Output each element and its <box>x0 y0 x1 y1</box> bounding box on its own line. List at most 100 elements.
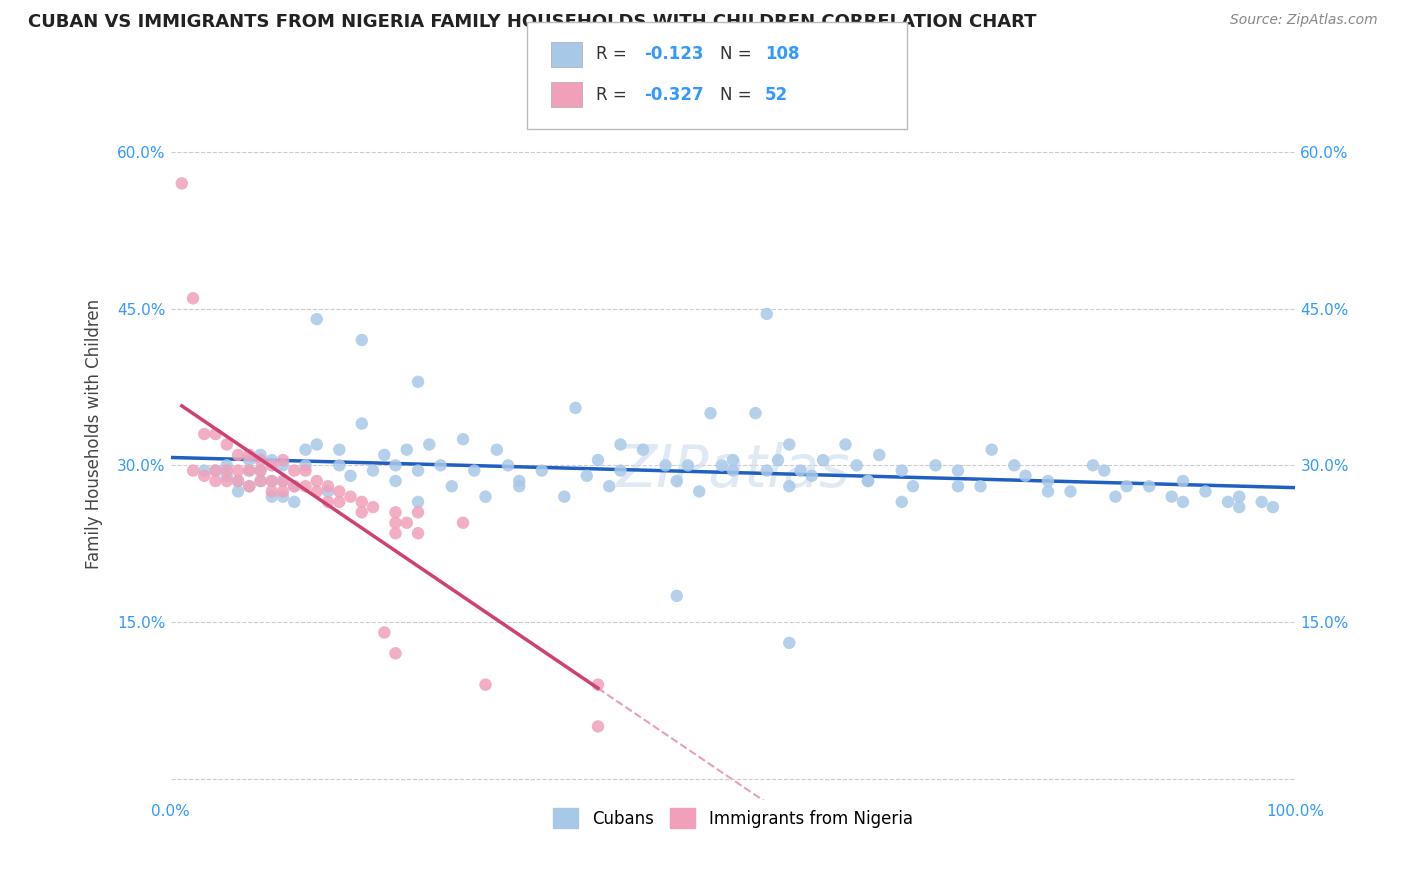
Point <box>890 464 912 478</box>
Point <box>721 464 744 478</box>
Text: 52: 52 <box>765 86 787 103</box>
Point <box>676 458 699 473</box>
Point <box>485 442 508 457</box>
Point <box>406 464 429 478</box>
Point <box>1104 490 1126 504</box>
Point <box>384 458 406 473</box>
Point <box>1137 479 1160 493</box>
Point <box>575 468 598 483</box>
Point <box>294 442 316 457</box>
Point <box>328 495 350 509</box>
Point <box>1014 468 1036 483</box>
Point <box>755 464 778 478</box>
Point <box>238 464 260 478</box>
Point <box>1115 479 1137 493</box>
Text: R =: R = <box>596 86 633 103</box>
Point <box>688 484 710 499</box>
Point <box>1171 474 1194 488</box>
Point <box>530 464 553 478</box>
Point <box>395 442 418 457</box>
Point <box>845 458 868 473</box>
Point <box>508 479 530 493</box>
Point <box>260 453 283 467</box>
Point <box>226 448 249 462</box>
Point <box>496 458 519 473</box>
Point <box>305 474 328 488</box>
Point <box>1171 495 1194 509</box>
Point <box>215 458 238 473</box>
Point <box>328 442 350 457</box>
Point <box>924 458 946 473</box>
Point <box>1250 495 1272 509</box>
Point <box>744 406 766 420</box>
Point <box>384 505 406 519</box>
Point <box>429 458 451 473</box>
Point <box>294 479 316 493</box>
Point <box>451 516 474 530</box>
Point <box>980 442 1002 457</box>
Point <box>204 474 226 488</box>
Point <box>215 474 238 488</box>
Point <box>283 495 305 509</box>
Point <box>856 474 879 488</box>
Point <box>1227 490 1250 504</box>
Point <box>586 719 609 733</box>
Point <box>1261 500 1284 515</box>
Point <box>350 417 373 431</box>
Point <box>249 464 271 478</box>
Point <box>406 495 429 509</box>
Point <box>204 427 226 442</box>
Point <box>553 490 575 504</box>
Point <box>890 495 912 509</box>
Point <box>305 484 328 499</box>
Point <box>1036 484 1059 499</box>
Point <box>215 437 238 451</box>
Point <box>384 646 406 660</box>
Point <box>238 464 260 478</box>
Point <box>238 453 260 467</box>
Point <box>789 464 811 478</box>
Point <box>361 500 384 515</box>
Point <box>193 427 215 442</box>
Point <box>215 468 238 483</box>
Point <box>350 333 373 347</box>
Point <box>283 464 305 478</box>
Point <box>305 437 328 451</box>
Point <box>463 464 485 478</box>
Point <box>249 474 271 488</box>
Point <box>238 479 260 493</box>
Point <box>316 479 339 493</box>
Point <box>508 474 530 488</box>
Point <box>474 490 496 504</box>
Point <box>1227 500 1250 515</box>
Point <box>699 406 721 420</box>
Point <box>766 453 789 467</box>
Point <box>710 458 733 473</box>
Point <box>361 464 384 478</box>
Point <box>271 490 294 504</box>
Text: N =: N = <box>720 45 756 63</box>
Point <box>451 432 474 446</box>
Point <box>260 474 283 488</box>
Point <box>193 464 215 478</box>
Point <box>260 458 283 473</box>
Point <box>271 453 294 467</box>
Point <box>1216 495 1239 509</box>
Point <box>283 479 305 493</box>
Point <box>1002 458 1025 473</box>
Point <box>339 490 361 504</box>
Text: -0.327: -0.327 <box>644 86 703 103</box>
Point <box>260 484 283 499</box>
Point <box>778 636 800 650</box>
Point <box>901 479 924 493</box>
Point <box>384 474 406 488</box>
Point <box>249 464 271 478</box>
Point <box>406 526 429 541</box>
Point <box>238 448 260 462</box>
Point <box>170 177 193 191</box>
Point <box>215 464 238 478</box>
Point <box>654 458 676 473</box>
Point <box>406 505 429 519</box>
Point <box>328 458 350 473</box>
Point <box>755 307 778 321</box>
